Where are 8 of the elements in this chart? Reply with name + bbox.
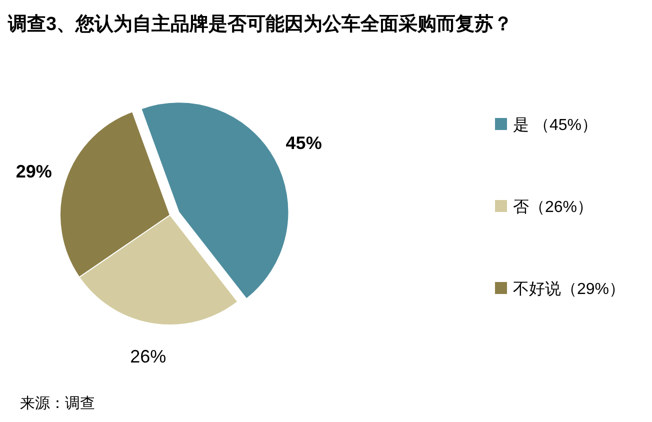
legend-label: 是 （45%） (513, 117, 598, 134)
chart-title: 调查3、您认为自主品牌是否可能因为公车全面采购而复苏？ (7, 13, 513, 35)
data-label: 29% (16, 161, 52, 182)
data-label: 45% (286, 132, 322, 153)
data-label: 26% (130, 346, 166, 366)
legend-label: 不好说（29%） (513, 280, 626, 298)
legend-label: 否（26%） (513, 199, 594, 216)
source-note: 来源：调查 (20, 395, 95, 412)
